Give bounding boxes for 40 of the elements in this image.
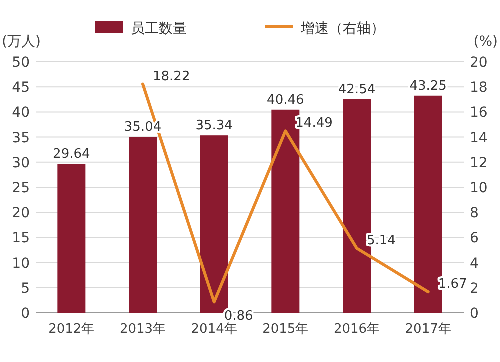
y2-tick-label: 18 (470, 80, 488, 96)
x-tick-label: 2016年 (334, 322, 380, 337)
y-tick-label: 10 (12, 256, 30, 272)
x-tick-label: 2014年 (191, 322, 238, 337)
data-label: 35.34 (196, 118, 233, 134)
y-tick-label: 45 (12, 80, 30, 96)
x-tick-label: 2017年 (405, 322, 452, 337)
y-tick-label: 15 (12, 230, 30, 247)
y2-tick-label: 14 (470, 130, 488, 146)
x-tick-label: 2012年 (48, 322, 95, 337)
y2-tick-label: 20 (470, 55, 488, 71)
y-axis-title: (万人) (2, 34, 41, 50)
y-tick-label: 40 (12, 105, 30, 122)
y2-axis-title: (%) (474, 34, 498, 50)
y-tick-label: 5 (21, 280, 30, 297)
y2-tick-label: 10 (470, 180, 488, 196)
y2-tick-label: 2 (470, 280, 479, 297)
data-label: 18.22 (153, 69, 190, 84)
data-label: 40.46 (267, 92, 304, 108)
y2-tick-label: 16 (470, 105, 488, 122)
data-label: 29.64 (53, 147, 90, 162)
legend-label: 增速（右轴） (300, 21, 385, 37)
y-tick-label: 25 (12, 180, 30, 196)
x-tick-label: 2013年 (120, 322, 166, 337)
y2-tick-label: 4 (470, 256, 479, 272)
y-tick-label: 30 (12, 155, 30, 172)
y2-tick-label: 0 (470, 306, 479, 322)
data-label: 42.54 (338, 82, 376, 98)
y2-tick-label: 12 (470, 155, 488, 172)
y-tick-label: 20 (12, 206, 30, 222)
bar (58, 164, 86, 313)
x-tick-label: 2015年 (262, 322, 309, 337)
y-tick-label: 50 (12, 55, 30, 71)
y-tick-label: 0 (21, 306, 30, 322)
y-tick-label: 35 (12, 130, 30, 146)
y2-tick-label: 6 (470, 230, 479, 247)
legend-label: 员工数量 (131, 21, 187, 37)
data-label: 43.25 (410, 78, 447, 94)
y2-tick-label: 8 (470, 206, 479, 222)
bar (129, 137, 157, 313)
